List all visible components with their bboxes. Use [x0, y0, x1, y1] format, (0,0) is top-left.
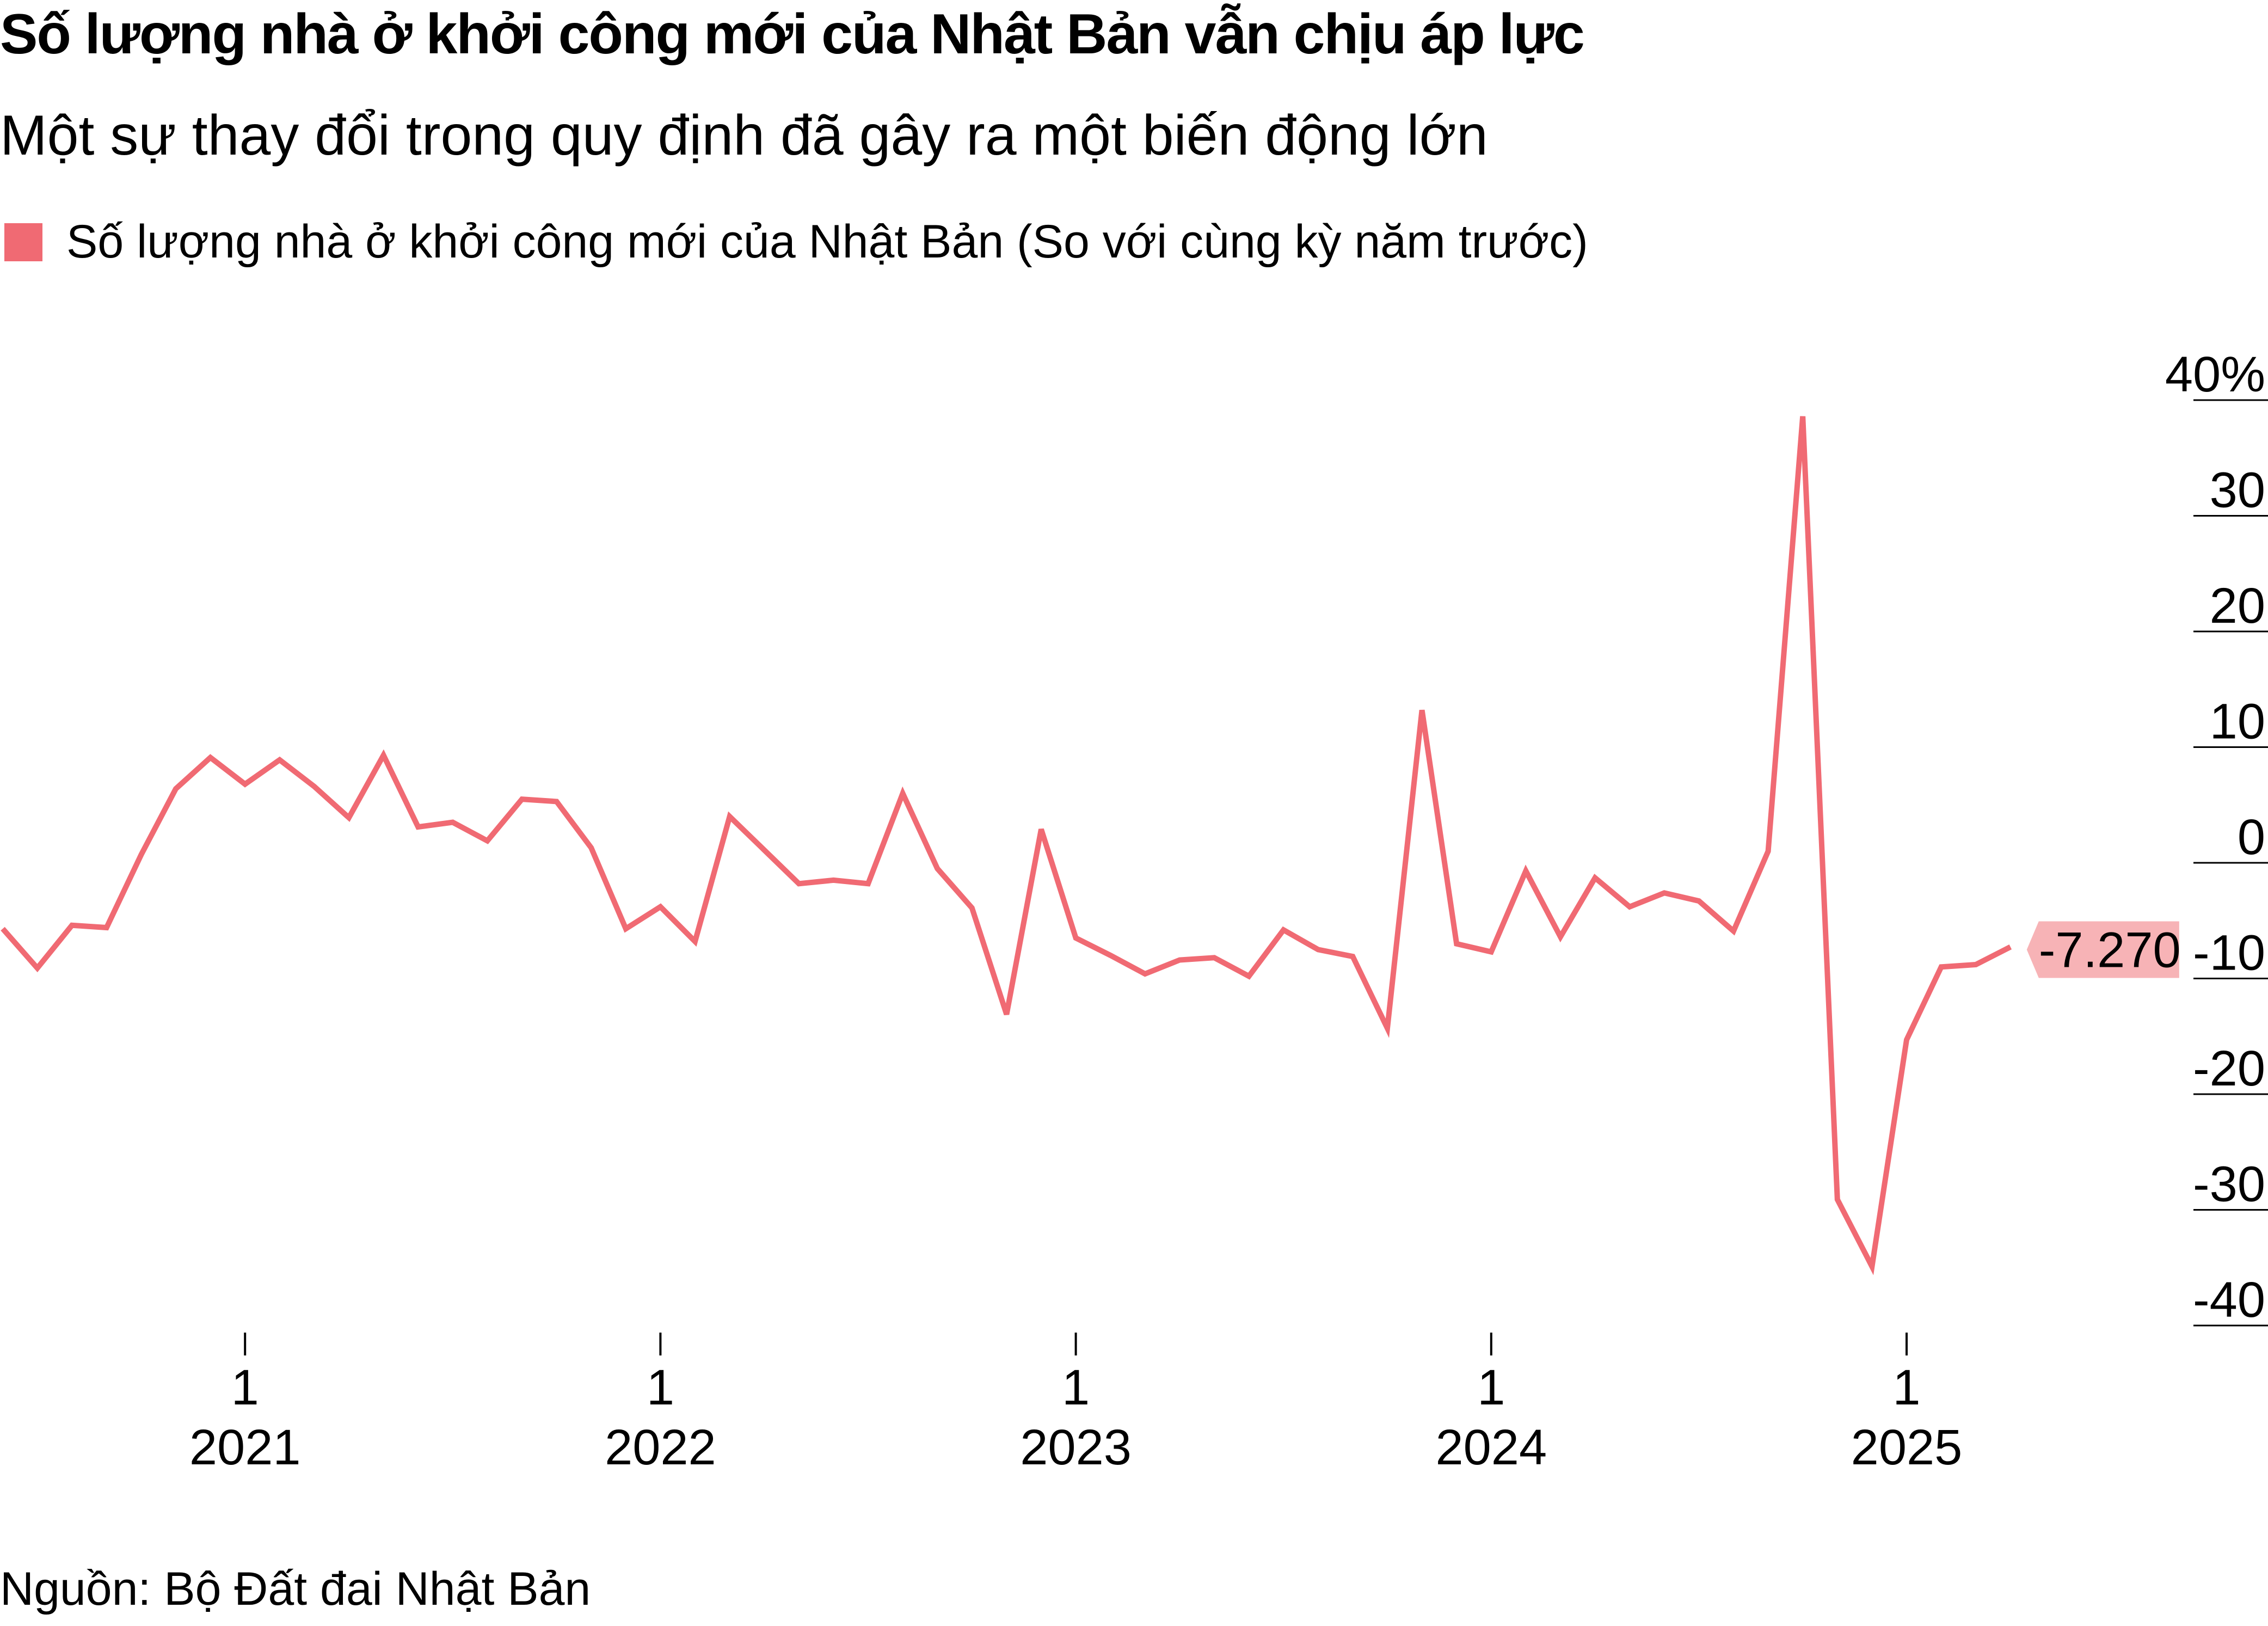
x-tick-year: 2024	[1435, 1420, 1547, 1475]
chart-subtitle: Một sự thay đổi trong quy định đã gây ra…	[0, 104, 1488, 167]
y-tick-label: -30	[2193, 1157, 2265, 1212]
legend-swatch	[4, 223, 42, 261]
last-value-text: -7.270	[2039, 922, 2181, 978]
source-note: Nguồn: Bộ Đất đai Nhật Bản	[0, 1563, 591, 1615]
last-value-badge	[2026, 921, 2179, 978]
y-tick-label: 10	[2210, 694, 2265, 750]
x-tick-month: 1	[647, 1360, 674, 1415]
x-tick-month: 1	[1892, 1360, 1920, 1415]
x-tick-year: 2021	[189, 1420, 301, 1475]
y-tick-label: 0	[2238, 809, 2265, 865]
x-tick-year: 2023	[1020, 1420, 1132, 1475]
x-tick-year: 2025	[1851, 1420, 1963, 1475]
y-tick-label: -40	[2193, 1272, 2265, 1328]
y-tick-label: 30	[2210, 463, 2265, 518]
y-tick-label: -10	[2193, 925, 2265, 981]
y-tick-label: 20	[2210, 578, 2265, 634]
series-line	[1, 416, 2012, 1275]
x-tick-year: 2022	[605, 1420, 716, 1475]
x-tick-month: 1	[231, 1360, 259, 1415]
y-axis-ticks: 40% 30 20 10 0 -10 -20 -30 -40	[2165, 347, 2265, 1328]
x-tick-month: 1	[1062, 1360, 1090, 1415]
series-group	[1, 416, 2012, 1275]
legend: Số lượng nhà ở khởi công mới của Nhật Bả…	[0, 215, 1588, 269]
y-tick-label: 40%	[2165, 347, 2265, 402]
x-tick-month: 1	[1477, 1360, 1505, 1415]
chart-title: Số lượng nhà ở khởi công mới của Nhật Bả…	[0, 3, 1585, 66]
last-value-label: -7.270	[2026, 921, 2181, 978]
y-tick-label: -20	[2193, 1041, 2265, 1096]
y-gridlines	[2193, 399, 2268, 1327]
legend-label: Số lượng nhà ở khởi công mới của Nhật Bả…	[66, 216, 1588, 268]
